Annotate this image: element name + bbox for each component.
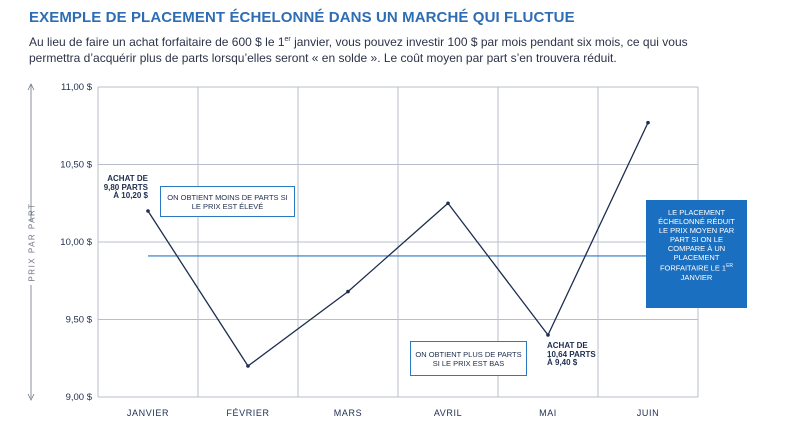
callout-average-cost: LE PLACEMENT ÉCHELONNÉ RÉDUIT LE PRIX MO…: [646, 200, 747, 308]
x-tick-label: FÉVRIER: [226, 408, 269, 418]
y-tick-label: 11,00 $: [61, 82, 93, 93]
y-tick-label: 10,50 $: [60, 160, 92, 171]
x-tick-label: MAI: [539, 408, 557, 418]
box-more-units: ON OBTIENT PLUS DE PARTS SI LE PRIX EST …: [410, 341, 527, 376]
data-point: [646, 120, 650, 125]
data-point: [446, 201, 450, 206]
x-tick-labels: JANVIER FÉVRIER MARS AVRIL MAI JUIN: [127, 408, 659, 418]
y-tick-labels: 9,00 $ 9,50 $ 10,00 $ 10,50 $ 11,00 $: [60, 82, 92, 403]
y-tick-label: 9,00 $: [66, 392, 93, 403]
x-tick-label: AVRIL: [434, 408, 462, 418]
y-axis-arrow-up: [27, 83, 35, 91]
grid: [97, 86, 699, 398]
box-fewer-units: ON OBTIENT MOINS DE PARTS SI LE PRIX EST…: [160, 186, 295, 217]
annotation-buy-high: ACHAT DE 9,80 PARTS À 10,20 $: [103, 174, 148, 200]
x-tick-label: JANVIER: [127, 408, 169, 418]
data-point: [146, 209, 150, 213]
y-axis: [27, 83, 35, 401]
x-tick-label: JUIN: [637, 408, 659, 418]
data-point: [346, 289, 350, 294]
data-point: [246, 364, 250, 368]
x-tick-label: MARS: [334, 408, 362, 418]
chart-title: EXEMPLE DE PLACEMENT ÉCHELONNÉ DANS UN M…: [29, 9, 575, 26]
data-point: [546, 333, 550, 337]
series: [146, 120, 650, 368]
y-tick-label: 9,50 $: [66, 315, 93, 326]
y-tick-label: 10,00 $: [60, 237, 92, 248]
chart-subtitle: Au lieu de faire un achat forfaitaire de…: [29, 35, 688, 65]
annotation-buy-low: ACHAT DE 10,64 PARTS À 9,40 $: [547, 341, 596, 367]
price-series-line: [147, 122, 649, 367]
y-axis-arrow-down: [27, 393, 35, 401]
